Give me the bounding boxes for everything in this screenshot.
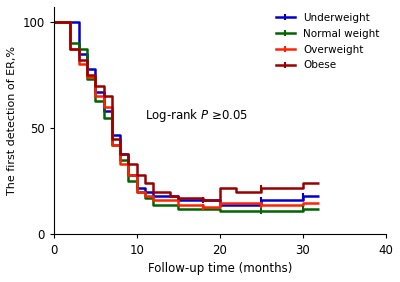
Text: Log-rank $P$ ≥0.05: Log-rank $P$ ≥0.05 [145, 107, 248, 124]
Legend: Underweight, Normal weight, Overweight, Obese: Underweight, Normal weight, Overweight, … [272, 9, 384, 74]
Y-axis label: The first detection of ER,%: The first detection of ER,% [7, 46, 17, 195]
X-axis label: Follow-up time (months): Follow-up time (months) [148, 262, 292, 275]
